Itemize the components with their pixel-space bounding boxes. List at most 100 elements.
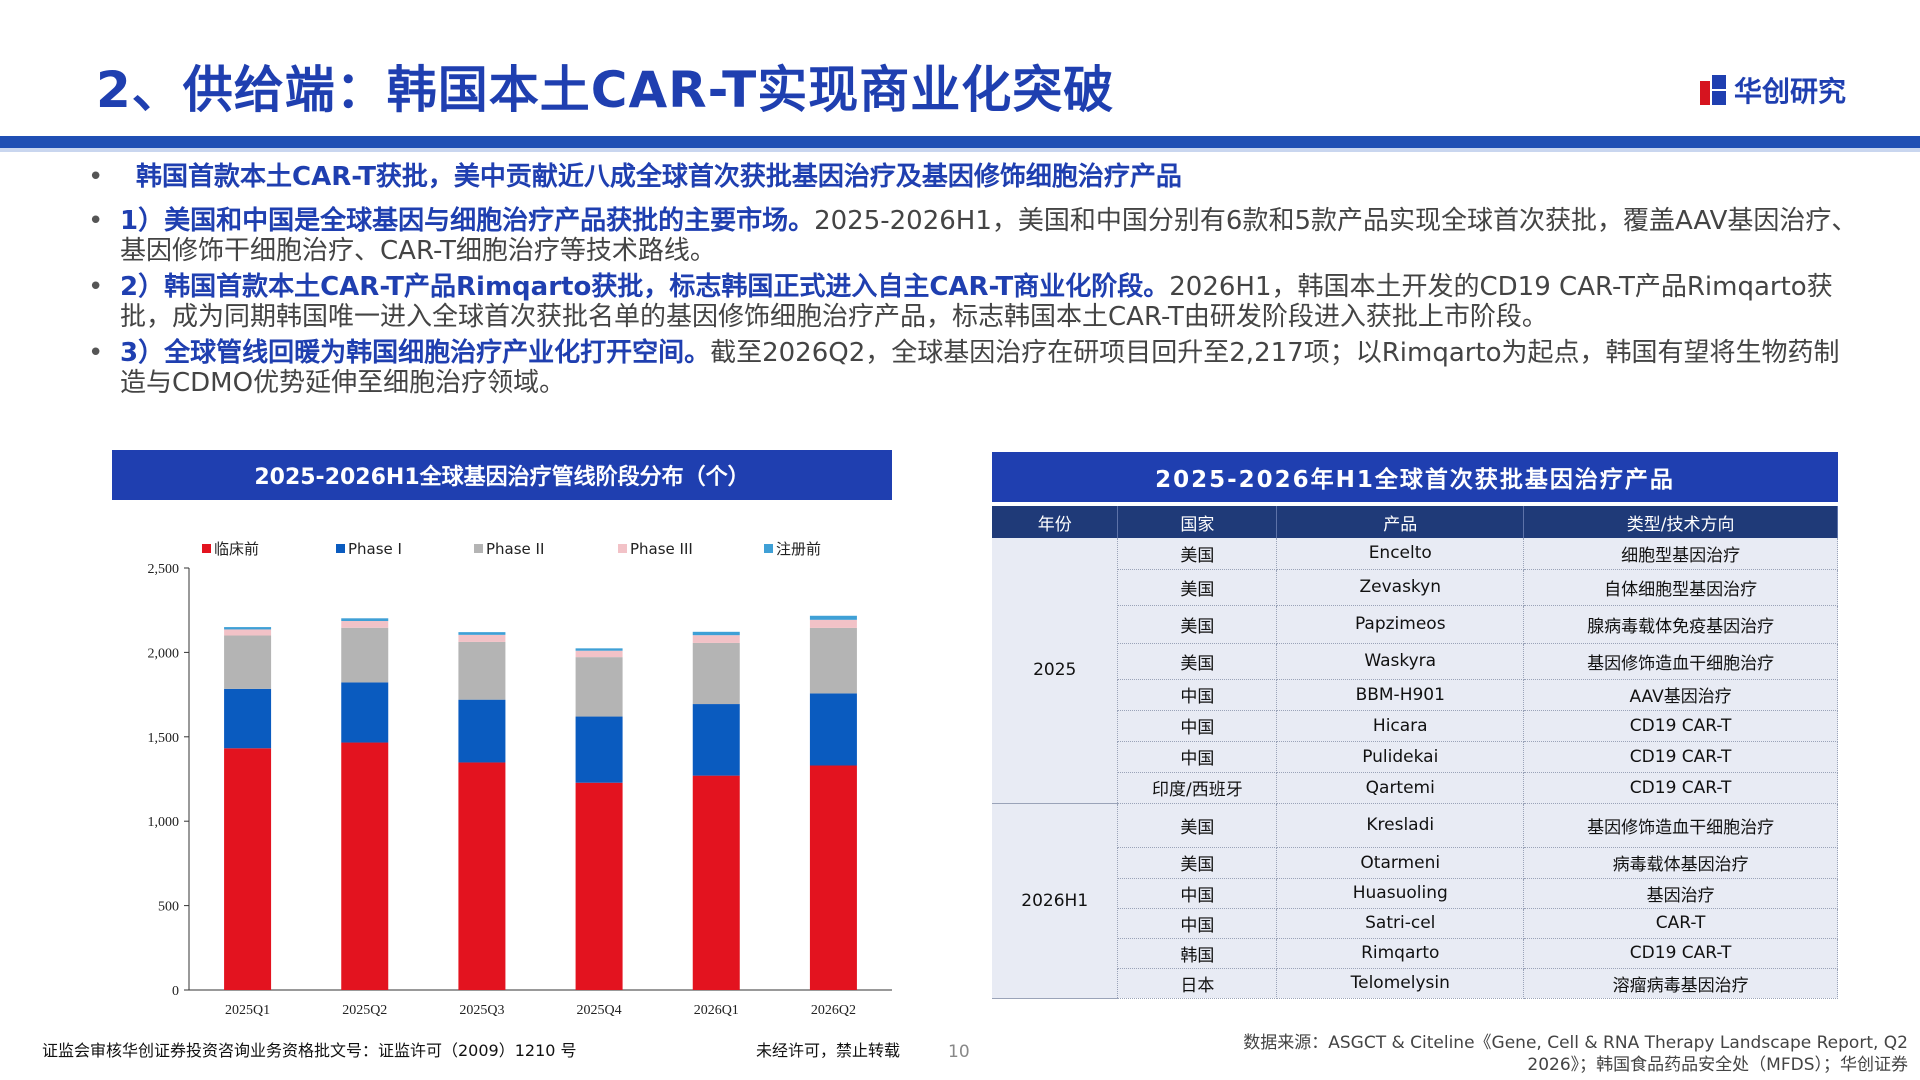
bullet-dot: • xyxy=(88,162,104,192)
bar-segment xyxy=(575,657,623,717)
bar-segment xyxy=(224,748,272,990)
table-row: 韩国 Rimqarto CD19 CAR-T xyxy=(992,938,1838,969)
x-tick-label: 2025Q1 xyxy=(225,1003,270,1018)
country-cell: 韩国 xyxy=(1117,938,1278,969)
x-tick-label: 2025Q2 xyxy=(342,1003,387,1018)
table-row: 美国 Waskyra 基因修饰造血干细胞治疗 xyxy=(992,643,1838,680)
product-cell: Zevaskyn xyxy=(1276,569,1525,606)
bullet-text: 2026H1，韩国本土开发的CD19 CAR-T产品Rimqarto获批，成为同… xyxy=(120,272,1833,332)
type-cell: AAV基因治疗 xyxy=(1523,679,1838,711)
bar-segment xyxy=(341,682,389,743)
table-row: 美国 Papzimeos 腺病毒载体免疫基因治疗 xyxy=(992,605,1838,644)
table-row: 日本 Telomelysin 溶瘤病毒基因治疗 xyxy=(992,968,1838,999)
data-source: 数据来源：ASGCT & Citeline《Gene, Cell & RNA T… xyxy=(1243,1033,1908,1075)
country-cell: 中国 xyxy=(1117,710,1278,742)
stacked-bar-chart: 0 500 1,000 1,500 2,000 2,500 2025Q1 2025Q2 2025… xyxy=(148,540,892,1018)
bar-segment xyxy=(575,716,623,783)
table-row: 2026H1 美国 Kresladi 基因修饰造血干细胞治疗 xyxy=(992,803,1838,999)
type-cell: CD19 CAR-T xyxy=(1523,741,1838,773)
bullet-item-3: • 3）全球管线回暖为韩国细胞治疗产业化打开空间。截至2026Q2，全球基因治疗… xyxy=(88,338,1858,398)
country-cell: 印度/西班牙 xyxy=(1117,772,1278,804)
product-cell: Rimqarto xyxy=(1276,938,1525,969)
legend-swatch xyxy=(764,544,773,553)
bullet-dot: • xyxy=(88,338,104,368)
table-row: 美国 Otarmeni 病毒载体基因治疗 xyxy=(992,847,1838,879)
product-cell: Satri-cel xyxy=(1276,908,1525,939)
y-tick-label: 1,000 xyxy=(148,815,180,830)
table-row: 中国 BBM-H901 AAV基因治疗 xyxy=(992,679,1838,711)
product-cell: Papzimeos xyxy=(1276,605,1525,644)
legend-label: Phase I xyxy=(348,540,402,558)
year-cell: 2026H1 xyxy=(992,803,1119,999)
product-cell: Kresladi xyxy=(1276,803,1525,848)
type-cell: CD19 CAR-T xyxy=(1523,710,1838,742)
bullet-heading: 3）全球管线回暖为韩国细胞治疗产业化打开空间。 xyxy=(120,338,711,368)
bar-segment xyxy=(692,704,740,776)
lead-text: 韩国首款本土CAR-T获批，美中贡献近八成全球首次获批基因治疗及基因修饰细胞治疗… xyxy=(136,162,1182,192)
bar-segment xyxy=(692,642,740,705)
bullet-item-2: • 2）韩国首款本土CAR-T产品Rimqarto获批，标志韩国正式进入自主CA… xyxy=(88,272,1858,332)
bar-segment xyxy=(458,632,506,635)
bar-segment xyxy=(575,648,623,651)
bar-segment xyxy=(575,650,623,658)
page-title: 2、供给端：韩国本土CAR-T实现商业化突破 xyxy=(96,61,1115,119)
table-row: 印度/西班牙 Qartemi CD19 CAR-T xyxy=(992,772,1838,804)
bullet-list: • 韩国首款本土CAR-T获批，美中贡献近八成全球首次获批基因治疗及基因修饰细胞… xyxy=(88,162,1858,404)
bar-segment xyxy=(341,621,389,628)
bar-segment xyxy=(809,765,857,990)
country-cell: 美国 xyxy=(1117,803,1278,848)
chart-title: 2025-2026H1全球基因治疗管线阶段分布（个） xyxy=(112,450,892,500)
legend-label: Phase II xyxy=(486,540,544,558)
type-cell: 细胞型基因治疗 xyxy=(1523,538,1838,570)
product-cell: Encelto xyxy=(1276,538,1525,570)
copyright-notice: 未经许可，禁止转载 xyxy=(756,1041,901,1060)
product-cell: BBM-H901 xyxy=(1276,679,1525,711)
bullet-text: 截至2026Q2，全球基因治疗在研项目回升至2,217项；以Rimqarto为起… xyxy=(120,338,1840,398)
bar-segment xyxy=(341,742,389,990)
type-cell: 基因修饰造血干细胞治疗 xyxy=(1523,803,1838,848)
bar-segment xyxy=(692,635,740,643)
x-tick-label: 2025Q4 xyxy=(577,1003,622,1018)
brand-logo: 华创研究 xyxy=(1700,70,1846,110)
type-cell: 病毒载体基因治疗 xyxy=(1523,847,1838,879)
x-tick-label: 2026Q2 xyxy=(811,1003,856,1018)
bullet-heading: 1）美国和中国是全球基因与细胞治疗产品获批的主要市场。 xyxy=(120,206,815,236)
table-row: 中国 Pulidekai CD19 CAR-T xyxy=(992,741,1838,773)
lead-bullet: • 韩国首款本土CAR-T获批，美中贡献近八成全球首次获批基因治疗及基因修饰细胞… xyxy=(88,162,1858,192)
y-tick-label: 2,500 xyxy=(148,562,180,577)
x-tick-label: 2025Q3 xyxy=(459,1003,504,1018)
y-tick-label: 500 xyxy=(158,900,179,915)
bar-segment xyxy=(809,619,857,628)
table-row: 中国 Hicara CD19 CAR-T xyxy=(992,710,1838,742)
type-cell: 基因治疗 xyxy=(1523,878,1838,909)
bar-segment xyxy=(692,775,740,990)
year-cell: 2025 xyxy=(992,538,1119,804)
product-cell: Waskyra xyxy=(1276,643,1525,680)
product-cell: Otarmeni xyxy=(1276,847,1525,879)
bullet-dot: • xyxy=(88,206,104,236)
legend-label: Phase III xyxy=(630,540,693,558)
country-cell: 中国 xyxy=(1117,741,1278,773)
legend-swatch xyxy=(618,544,627,553)
bar-segment xyxy=(341,627,389,683)
country-cell: 美国 xyxy=(1117,847,1278,879)
bar-segment xyxy=(575,782,623,990)
product-cell: Pulidekai xyxy=(1276,741,1525,773)
column-header: 产品 xyxy=(1276,506,1525,538)
type-cell: CAR-T xyxy=(1523,908,1838,939)
legend-swatch xyxy=(336,544,345,553)
type-cell: 溶瘤病毒基因治疗 xyxy=(1523,968,1838,999)
column-header: 年份 xyxy=(992,506,1119,538)
page-number: 10 xyxy=(948,1042,970,1062)
country-cell: 中国 xyxy=(1117,878,1278,909)
product-cell: Telomelysin xyxy=(1276,968,1525,999)
y-tick-label: 1,500 xyxy=(148,731,180,746)
table-row: 中国 Huasuoling 基因治疗 xyxy=(992,878,1838,909)
header-divider xyxy=(0,136,1920,148)
huachuang-logo-icon xyxy=(1700,75,1726,105)
type-cell: 自体细胞型基因治疗 xyxy=(1523,569,1838,606)
pipeline-chart: 0 500 1,000 1,500 2,000 2,500 2025Q1 2025Q2 2025… xyxy=(96,520,916,1020)
product-cell: Hicara xyxy=(1276,710,1525,742)
bullet-text: 2025-2026H1，美国和中国分别有6款和5款产品实现全球首次获批，覆盖AA… xyxy=(120,206,1858,266)
bar-segment xyxy=(458,699,506,763)
